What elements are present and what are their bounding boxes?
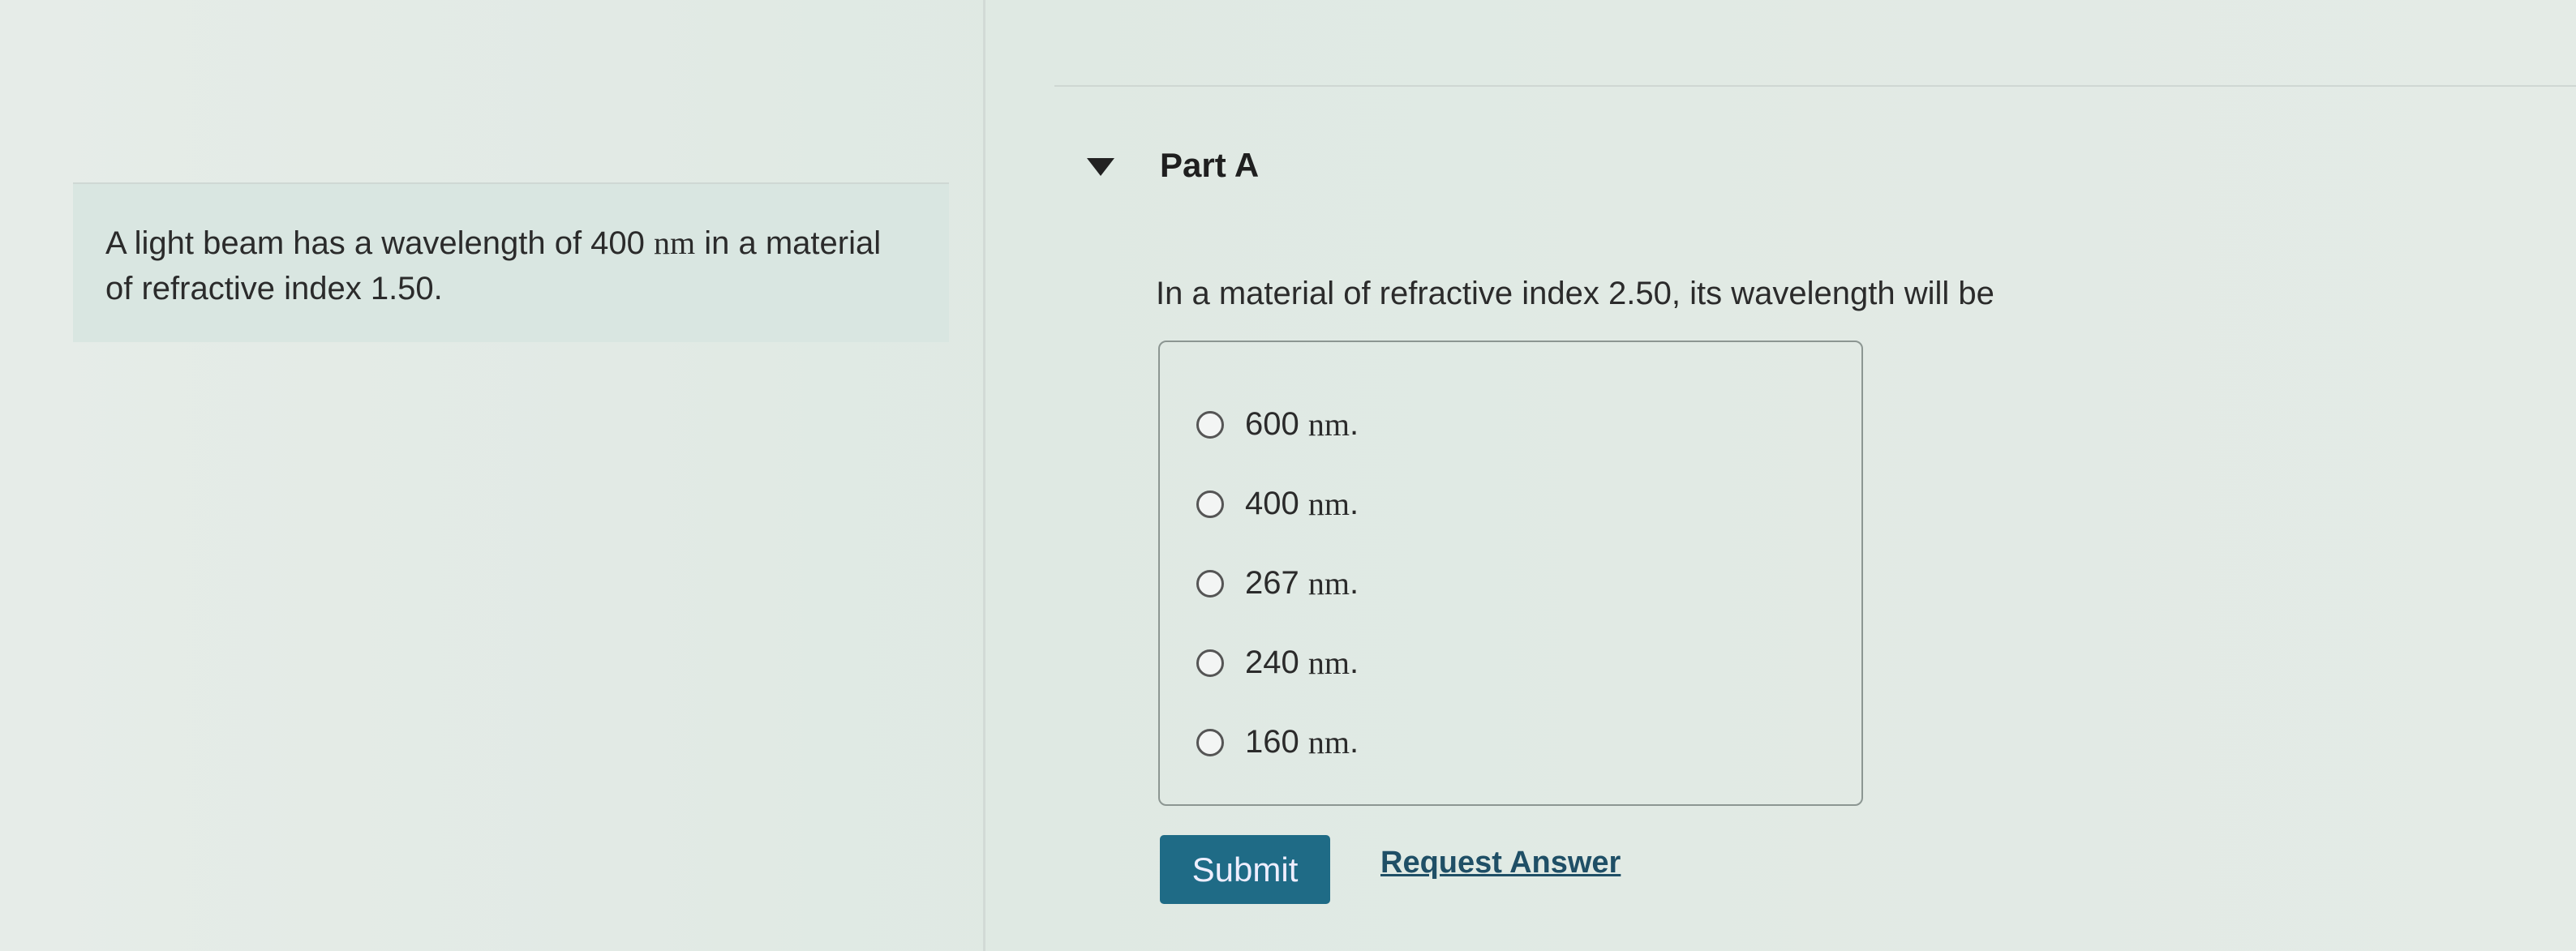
submit-button[interactable]: Submit <box>1160 835 1330 904</box>
answer-option[interactable]: 267 nm . <box>1196 564 1359 602</box>
radio-button[interactable] <box>1196 728 1224 756</box>
option-value: 240 <box>1245 645 1299 680</box>
option-value: 160 <box>1245 724 1299 760</box>
intro-unit: nm <box>654 225 696 261</box>
radio-button[interactable] <box>1196 490 1224 518</box>
option-value: 400 <box>1245 486 1299 521</box>
problem-intro-text: A light beam has a wavelength of 400 nm … <box>105 221 900 311</box>
option-unit: nm <box>1307 724 1350 760</box>
option-unit: nm <box>1307 486 1350 522</box>
option-value: 600 <box>1245 406 1299 442</box>
option-unit: nm <box>1307 645 1350 681</box>
answer-options-box: 600 nm . 400 nm . 267 nm . 240 nm . 160 … <box>1158 341 1863 806</box>
radio-button[interactable] <box>1196 410 1224 439</box>
option-unit: nm <box>1307 406 1350 443</box>
option-suffix: . <box>1350 565 1359 601</box>
answer-option[interactable]: 600 nm . <box>1196 405 1359 443</box>
answer-option[interactable]: 160 nm . <box>1196 723 1359 761</box>
radio-button[interactable] <box>1196 569 1224 598</box>
option-suffix: . <box>1350 406 1359 442</box>
part-title[interactable]: Part A <box>1160 146 1260 184</box>
collapse-triangle-icon[interactable] <box>1087 158 1114 176</box>
part-divider <box>1054 85 2576 87</box>
option-suffix: . <box>1350 645 1359 680</box>
answer-option[interactable]: 240 nm . <box>1196 644 1359 682</box>
intro-text-before: A light beam has a wavelength of 400 <box>105 225 655 261</box>
intro-text-after: in a material of refractive index 1.50. <box>105 225 882 306</box>
option-suffix: . <box>1350 724 1359 760</box>
request-answer-link[interactable]: Request Answer <box>1380 846 1621 880</box>
option-suffix: . <box>1350 486 1359 521</box>
column-divider <box>983 0 985 951</box>
question-text: In a material of refractive index 2.50, … <box>1156 276 1994 311</box>
radio-button[interactable] <box>1196 649 1224 677</box>
option-value: 267 <box>1245 565 1299 601</box>
answer-option[interactable]: 400 nm . <box>1196 485 1359 523</box>
option-unit: nm <box>1307 565 1350 602</box>
problem-intro-panel <box>73 182 949 342</box>
